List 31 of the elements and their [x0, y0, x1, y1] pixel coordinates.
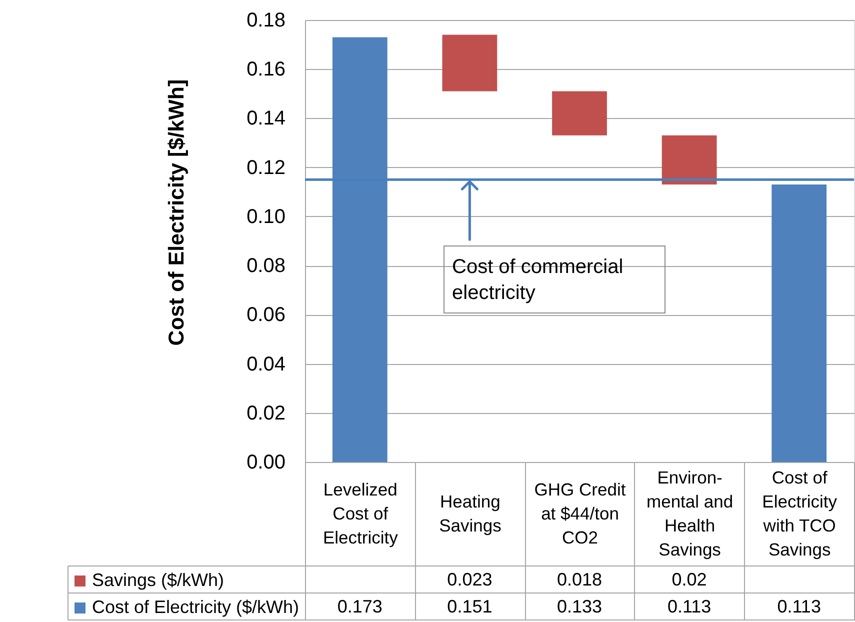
y-tick-label: 0.18	[246, 10, 286, 32]
text: 0.133	[556, 596, 602, 616]
x-tick-label: Levelized Cost of Electricity	[322, 480, 398, 548]
y-tick-label: 0.12	[246, 156, 286, 179]
annotation: Cost of commercial electricity	[452, 256, 624, 304]
text: 0.151	[447, 596, 492, 616]
bar	[442, 34, 498, 92]
y-tick-label: 0.00	[246, 452, 286, 474]
y-tick-label: 0.06	[246, 304, 286, 326]
x-tick-label: Heating Savings	[439, 492, 502, 536]
y-tick-label: 0.04	[246, 353, 286, 376]
bar	[662, 135, 717, 185]
x-tick-label: Cost of Electricity with TCO Savings	[762, 468, 838, 560]
y-tick-label: 0.10	[246, 206, 286, 228]
y-axis-title: Cost of Electricity [$/kWh]	[164, 79, 188, 346]
data-label: 0.113	[777, 596, 821, 616]
y-tick-label: 0.14	[246, 108, 286, 130]
data-label: 0.173	[337, 596, 382, 616]
y-tick-label: 0.02	[246, 402, 286, 424]
x-tick-label: GHG Credit at $44/ton CO2	[534, 480, 626, 548]
data-label: 0.023	[447, 570, 492, 590]
y-tick-label: 0.08	[246, 255, 286, 278]
text: 0.113	[667, 596, 712, 616]
data-label: 0.018	[556, 570, 602, 590]
x-tick-label: Environ-mental and Health Savings	[646, 468, 734, 560]
y-tick-label: 0.16	[246, 58, 286, 81]
data-label: 0.02	[672, 570, 707, 590]
bar	[772, 184, 827, 462]
legend-label: Cost of Electricity ($/kWh)	[92, 597, 300, 617]
legend-label: Savings ($/kWh)	[92, 570, 224, 590]
bar	[552, 91, 607, 136]
